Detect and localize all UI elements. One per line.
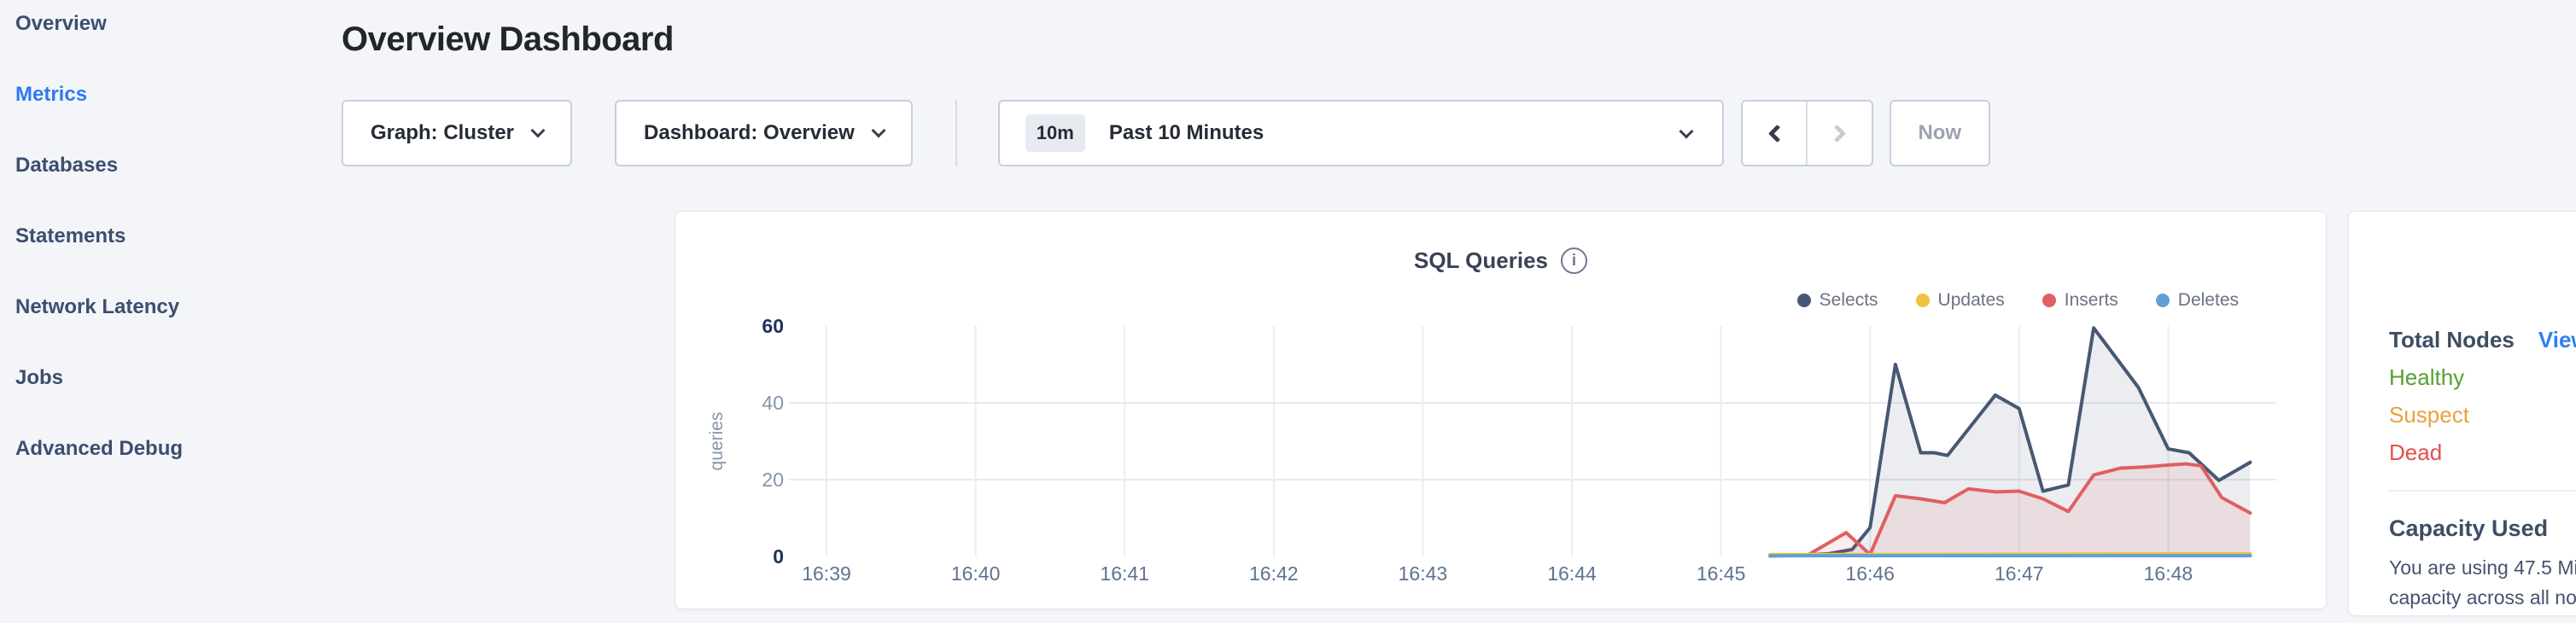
svg-text:20: 20 xyxy=(762,469,784,491)
svg-text:16:47: 16:47 xyxy=(1995,562,2044,585)
time-range-badge: 10m xyxy=(1025,114,1085,152)
time-range-label: Past 10 Minutes xyxy=(1108,121,1265,144)
suspect-label: Suspect xyxy=(2389,401,2469,428)
healthy-nodes-row: Healthy 2 xyxy=(2389,358,2576,396)
legend-dot-icon xyxy=(1796,294,1811,307)
chevron-right-icon xyxy=(1827,124,1847,143)
svg-text:16:41: 16:41 xyxy=(1100,562,1149,585)
svg-text:queries: queries xyxy=(707,412,727,471)
total-nodes-row: Total Nodes View nodes list 3 xyxy=(2389,321,2576,358)
capacity-used-label: Capacity Used xyxy=(2389,515,2549,541)
legend-label: Inserts xyxy=(2064,290,2118,310)
legend-dot-icon xyxy=(2155,294,2170,307)
sidebar-item-network-latency[interactable]: Network Latency xyxy=(15,295,180,318)
chevron-down-icon xyxy=(871,123,886,138)
svg-text:60: 60 xyxy=(762,315,784,337)
chart-title: SQL Queries xyxy=(1413,247,1549,273)
sql-queries-chart[interactable]: 0 20 40 60 16:39 16:40 16:41 16:42 16:43 16:44 16:… xyxy=(675,212,2328,610)
prev-time-button[interactable] xyxy=(1742,102,1807,165)
toolbar: Graph: Cluster Dashboard: Overview 10m P… xyxy=(342,100,1990,166)
sidebar: Overview Metrics Databases Statements Networ… xyxy=(0,0,337,623)
main-content: Overview Dashboard Graph: Cluster Dashbo… xyxy=(337,0,2576,623)
total-nodes-label: Total Nodes xyxy=(2389,326,2515,352)
sidebar-item-databases[interactable]: Databases xyxy=(15,154,119,177)
legend-item-inserts[interactable]: Inserts xyxy=(2042,290,2118,311)
capacity-description: You are using 47.5 MiB of 515.9 GiB usab… xyxy=(2389,556,2576,608)
legend-label: Updates xyxy=(1937,290,2005,310)
svg-text:16:42: 16:42 xyxy=(1249,562,1299,585)
svg-text:16:45: 16:45 xyxy=(1697,562,1746,585)
time-range-selector[interactable]: 10m Past 10 Minutes xyxy=(997,100,1724,166)
sidebar-item-statements[interactable]: Statements xyxy=(15,224,126,247)
svg-text:16:44: 16:44 xyxy=(1547,562,1597,585)
suspect-nodes-row: Suspect 1 xyxy=(2389,396,2576,434)
graph-dropdown-label: Graph: Cluster xyxy=(371,121,515,144)
capacity-row: Capacity Used 0.01% xyxy=(2389,509,2576,548)
svg-text:0: 0 xyxy=(773,545,784,568)
dead-nodes-row: Dead 0 xyxy=(2389,434,2576,471)
svg-text:16:46: 16:46 xyxy=(1845,562,1895,585)
dashboard-dropdown-label: Dashboard: Overview xyxy=(644,121,855,144)
svg-text:16:48: 16:48 xyxy=(2144,562,2193,585)
healthy-label: Healthy xyxy=(2389,364,2465,390)
chevron-down-icon xyxy=(530,123,546,138)
page-title: Overview Dashboard xyxy=(342,20,674,58)
dead-label: Dead xyxy=(2389,439,2443,465)
view-nodes-list-link[interactable]: View nodes list xyxy=(2538,326,2576,352)
legend-item-selects[interactable]: Selects xyxy=(1796,290,1878,311)
sidebar-item-overview[interactable]: Overview xyxy=(15,12,107,35)
chevron-down-icon xyxy=(1679,124,1694,139)
capacity-block: Capacity Used 0.01% You are using 47.5 M… xyxy=(2389,509,2576,613)
summary-rows: Total Nodes View nodes list 3 Healthy 2 … xyxy=(2389,321,2576,471)
graph-dropdown[interactable]: Graph: Cluster xyxy=(342,100,573,166)
sidebar-item-metrics[interactable]: Metrics xyxy=(15,83,88,106)
chart-legend: Selects Updates Inserts Deletes xyxy=(1796,290,2239,311)
sidebar-item-jobs[interactable]: Jobs xyxy=(15,366,64,389)
legend-item-updates[interactable]: Updates xyxy=(1915,290,2005,311)
legend-label: Selects xyxy=(1819,290,1878,310)
next-time-button[interactable] xyxy=(1806,102,1872,165)
summary-title: Summary xyxy=(2349,251,2576,277)
legend-dot-icon xyxy=(1915,294,1930,307)
chart-title-row: SQL Queries i xyxy=(675,247,2326,274)
toolbar-divider xyxy=(955,100,957,166)
time-window-stepper xyxy=(1740,100,1873,166)
svg-text:16:43: 16:43 xyxy=(1399,562,1448,585)
legend-item-deletes[interactable]: Deletes xyxy=(2155,290,2239,311)
svg-text:16:39: 16:39 xyxy=(802,562,851,585)
chevron-left-icon xyxy=(1767,124,1786,143)
svg-text:40: 40 xyxy=(762,392,784,414)
now-button[interactable]: Now xyxy=(1889,100,1990,166)
summary-divider xyxy=(2389,490,2576,492)
legend-label: Deletes xyxy=(2177,290,2239,310)
sidebar-item-advanced-debug[interactable]: Advanced Debug xyxy=(15,437,184,460)
legend-dot-icon xyxy=(2042,294,2056,307)
dashboard-dropdown[interactable]: Dashboard: Overview xyxy=(615,100,913,166)
sql-queries-chart-panel: SQL Queries i Selects Updates Inserts Delet… xyxy=(675,211,2327,609)
svg-text:16:40: 16:40 xyxy=(951,562,1001,585)
summary-panel: Summary Total Nodes View nodes list 3 He… xyxy=(2348,211,2576,616)
info-icon[interactable]: i xyxy=(1561,247,1588,274)
